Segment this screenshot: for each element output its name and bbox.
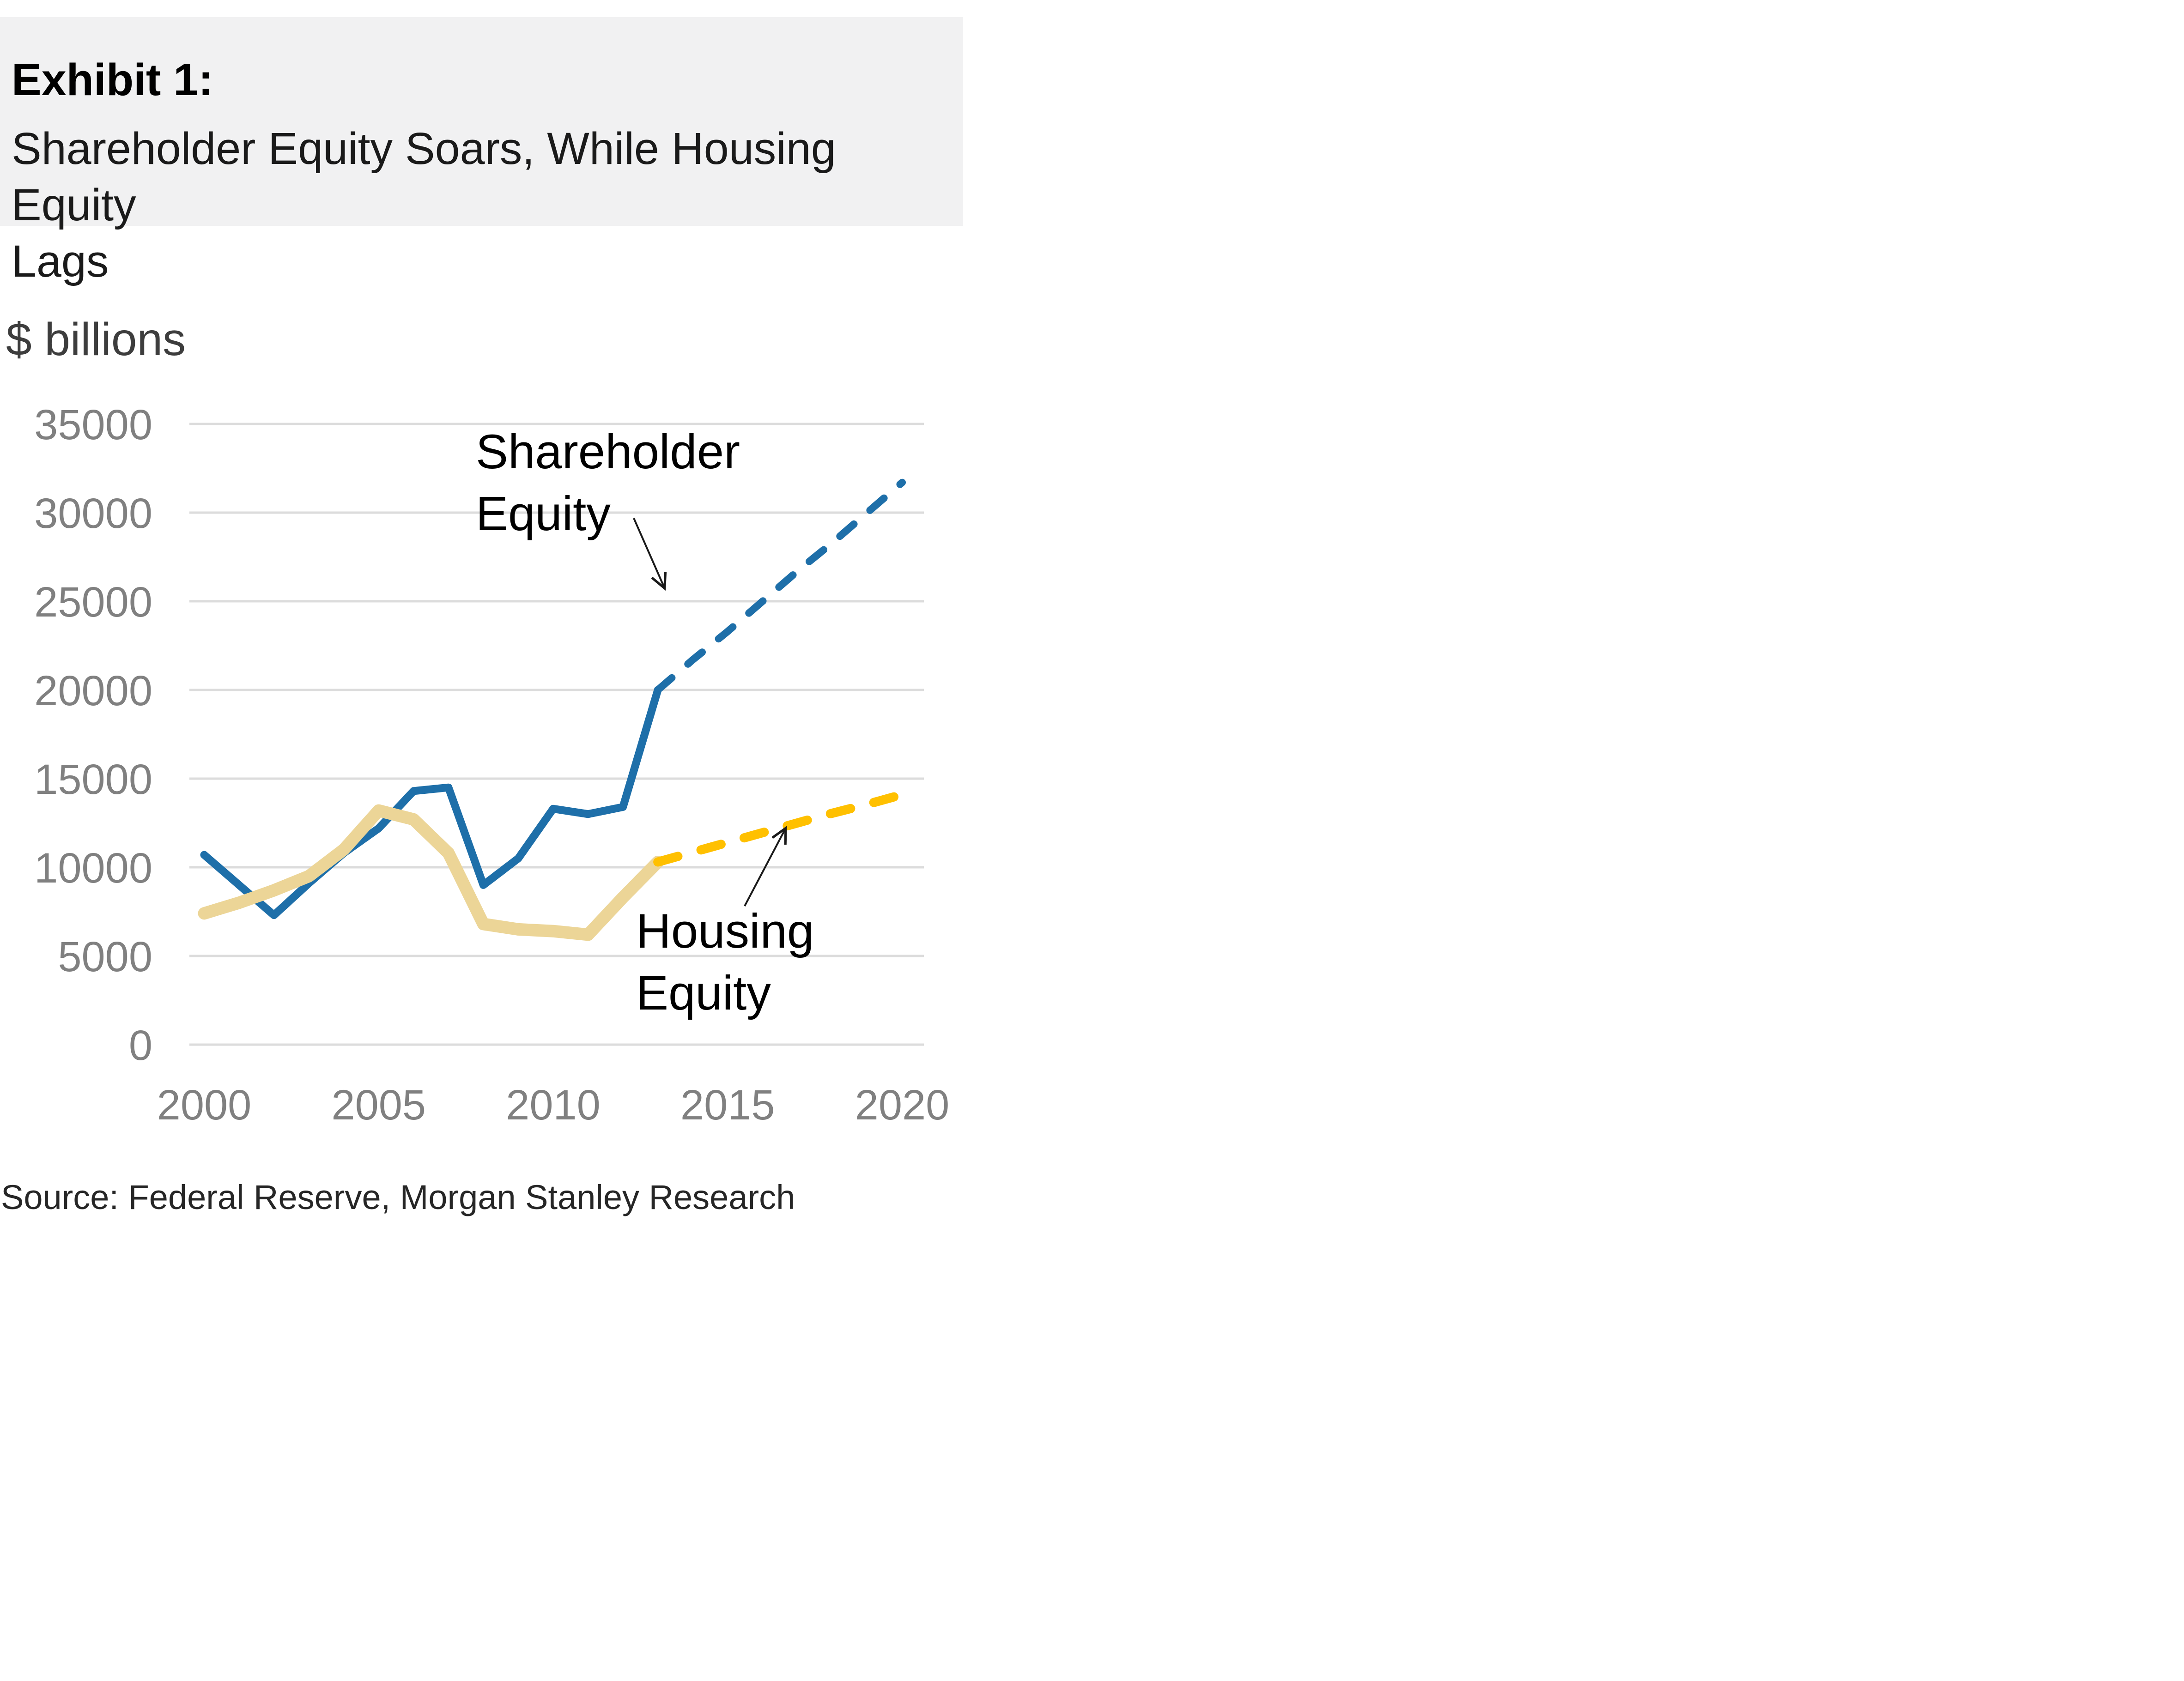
series-shareholder-equity-forecast <box>654 478 906 694</box>
series-shareholder-equity <box>200 686 662 919</box>
x-tick-label: 2015 <box>680 1082 775 1129</box>
y-tick-label: 30000 <box>34 490 152 537</box>
series-housing-equity-forecast <box>653 790 907 867</box>
y-axis-units-label: $ billions <box>6 314 186 365</box>
exhibit-title: Shareholder Equity Soars, While Housing … <box>12 123 836 286</box>
line-chart: 0 5000 10000 15000 20000 25000 30000 35000 2000 2… <box>34 401 949 1129</box>
housing-equity-annotation: Housing Equity <box>636 904 814 1020</box>
y-tick-label: 5000 <box>58 933 152 980</box>
exhibit-title-block: Exhibit 1: Shareholder Equity Soars, Whi… <box>0 17 963 286</box>
data-series <box>198 478 907 941</box>
source-attribution: Source: Federal Reserve, Morgan Stanley … <box>1 1178 795 1216</box>
y-tick-label: 15000 <box>34 756 152 803</box>
y-tick-label: 35000 <box>34 401 152 448</box>
y-tick-label: 10000 <box>34 845 152 892</box>
y-tick-label: 25000 <box>34 579 152 626</box>
y-tick-label: 20000 <box>34 667 152 714</box>
annotation-arrow <box>744 829 785 907</box>
x-tick-label: 2000 <box>157 1082 252 1129</box>
y-tick-label: 0 <box>129 1022 152 1069</box>
annotation-arrows <box>633 518 785 907</box>
x-tick-label: 2005 <box>331 1082 426 1129</box>
exhibit-label: Exhibit 1: <box>12 54 213 105</box>
x-tick-label: 2010 <box>506 1082 601 1129</box>
series-housing-equity <box>198 804 664 941</box>
axis-tick-labels: 0 5000 10000 15000 20000 25000 30000 35000 2000 2… <box>34 401 949 1129</box>
annotation-arrow <box>633 518 664 587</box>
x-tick-label: 2020 <box>855 1082 950 1129</box>
shareholder-equity-annotation: Shareholder Equity <box>476 425 740 541</box>
